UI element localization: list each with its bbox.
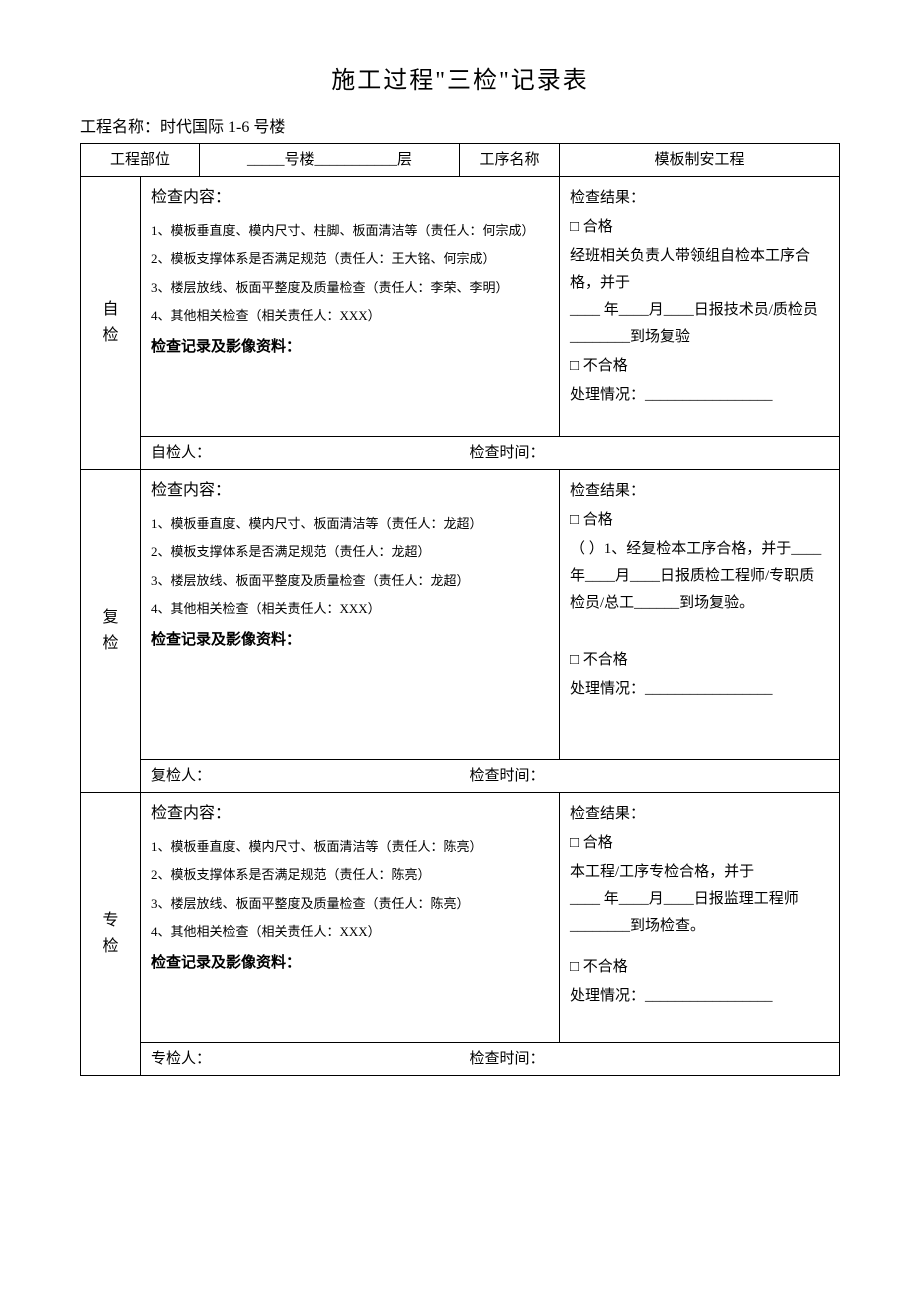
content-heading: 检查内容：: [151, 478, 549, 504]
result-fail: □ 不合格: [570, 954, 829, 981]
special-check-signer-row: 专检人： 检查时间：: [81, 1043, 840, 1076]
label-char: 专: [85, 908, 136, 934]
content-heading: 检查内容：: [151, 801, 549, 827]
result-handle: 处理情况：_________________: [570, 382, 829, 409]
inspection-table: 工程部位 _____号楼___________层 工序名称 模板制安工程 自 检…: [80, 143, 840, 1076]
result-body: （ ）1、经复检本工序合格，并于____ 年____月____日报质检工程师/专…: [570, 536, 829, 617]
records-heading: 检查记录及影像资料：: [151, 951, 549, 975]
section-special-check-content: 专 检 检查内容： 1、模板垂直度、模内尺寸、板面清洁等（责任人：陈亮） 2、模…: [81, 793, 840, 1043]
check-item: 1、模板垂直度、模内尺寸、柱脚、板面清洁等（责任人：何宗成）: [151, 217, 549, 246]
recheck-result: 检查结果： □ 合格 （ ）1、经复检本工序合格，并于____ 年____月__…: [560, 470, 840, 760]
recheck-signer-row: 复检人： 检查时间：: [81, 760, 840, 793]
page-title: 施工过程"三检"记录表: [80, 60, 840, 95]
check-item: 2、模板支撑体系是否满足规范（责任人：陈亮）: [151, 861, 549, 890]
result-body: 本工程/工序专检合格，并于 ____ 年____月____日报监理工程师____…: [570, 859, 829, 940]
self-check-label: 自 检: [81, 177, 141, 470]
result-pass: □ 合格: [570, 830, 829, 857]
records-heading: 检查记录及影像资料：: [151, 335, 549, 359]
part-value: _____号楼___________层: [200, 144, 460, 177]
result-handle: 处理情况：_________________: [570, 983, 829, 1010]
label-char: 检: [85, 631, 136, 657]
part-label: 工程部位: [81, 144, 200, 177]
check-item: 3、楼层放线、板面平整度及质量检查（责任人：陈亮）: [151, 890, 549, 919]
result-handle: 处理情况：_________________: [570, 676, 829, 703]
spacer: [570, 619, 829, 647]
recheck-signer: 复检人：: [141, 760, 460, 793]
label-char: 检: [85, 323, 136, 349]
spacer: [570, 942, 829, 954]
self-check-signer-row: 自检人： 检查时间：: [81, 437, 840, 470]
special-check-signer: 专检人：: [141, 1043, 460, 1076]
project-name: 工程名称：时代国际 1-6 号楼: [80, 113, 840, 137]
result-heading: 检查结果：: [570, 185, 829, 212]
process-value: 模板制安工程: [560, 144, 840, 177]
recheck-label: 复 检: [81, 470, 141, 793]
check-item: 1、模板垂直度、模内尺寸、板面清洁等（责任人：龙超）: [151, 510, 549, 539]
recheck-content: 检查内容： 1、模板垂直度、模内尺寸、板面清洁等（责任人：龙超） 2、模板支撑体…: [141, 470, 560, 760]
records-heading: 检查记录及影像资料：: [151, 628, 549, 652]
special-check-time: 检查时间：: [460, 1043, 840, 1076]
recheck-time: 检查时间：: [460, 760, 840, 793]
special-check-content: 检查内容： 1、模板垂直度、模内尺寸、板面清洁等（责任人：陈亮） 2、模板支撑体…: [141, 793, 560, 1043]
project-name-label: 工程名称：: [80, 119, 160, 136]
result-fail: □ 不合格: [570, 647, 829, 674]
check-item: 3、楼层放线、板面平整度及质量检查（责任人：龙超）: [151, 567, 549, 596]
label-char: 检: [85, 934, 136, 960]
result-heading: 检查结果：: [570, 801, 829, 828]
check-item: 3、楼层放线、板面平整度及质量检查（责任人：李荣、李明）: [151, 274, 549, 303]
label-char: 自: [85, 297, 136, 323]
check-item: 1、模板垂直度、模内尺寸、板面清洁等（责任人：陈亮）: [151, 833, 549, 862]
result-fail: □ 不合格: [570, 353, 829, 380]
check-item: 4、其他相关检查（相关责任人：XXX）: [151, 595, 549, 624]
self-check-result: 检查结果： □ 合格 经班相关负责人带领组自检本工序合格，并于 ____ 年__…: [560, 177, 840, 437]
check-item: 4、其他相关检查（相关责任人：XXX）: [151, 302, 549, 331]
project-name-value: 时代国际 1-6 号楼: [160, 119, 285, 136]
special-check-result: 检查结果： □ 合格 本工程/工序专检合格，并于 ____ 年____月____…: [560, 793, 840, 1043]
result-heading: 检查结果：: [570, 478, 829, 505]
section-self-check-content: 自 检 检查内容： 1、模板垂直度、模内尺寸、柱脚、板面清洁等（责任人：何宗成）…: [81, 177, 840, 437]
process-label: 工序名称: [460, 144, 560, 177]
check-item: 4、其他相关检查（相关责任人：XXX）: [151, 918, 549, 947]
label-char: 复: [85, 605, 136, 631]
header-row: 工程部位 _____号楼___________层 工序名称 模板制安工程: [81, 144, 840, 177]
check-item: 2、模板支撑体系是否满足规范（责任人：龙超）: [151, 538, 549, 567]
result-pass: □ 合格: [570, 214, 829, 241]
result-pass: □ 合格: [570, 507, 829, 534]
check-item: 2、模板支撑体系是否满足规范（责任人：王大铭、何宗成）: [151, 245, 549, 274]
self-check-content: 检查内容： 1、模板垂直度、模内尺寸、柱脚、板面清洁等（责任人：何宗成） 2、模…: [141, 177, 560, 437]
special-check-label: 专 检: [81, 793, 141, 1076]
result-body: 经班相关负责人带领组自检本工序合格，并于 ____ 年____月____日报技术…: [570, 243, 829, 351]
self-check-time: 检查时间：: [460, 437, 840, 470]
content-heading: 检查内容：: [151, 185, 549, 211]
self-check-signer: 自检人：: [141, 437, 460, 470]
section-recheck-content: 复 检 检查内容： 1、模板垂直度、模内尺寸、板面清洁等（责任人：龙超） 2、模…: [81, 470, 840, 760]
